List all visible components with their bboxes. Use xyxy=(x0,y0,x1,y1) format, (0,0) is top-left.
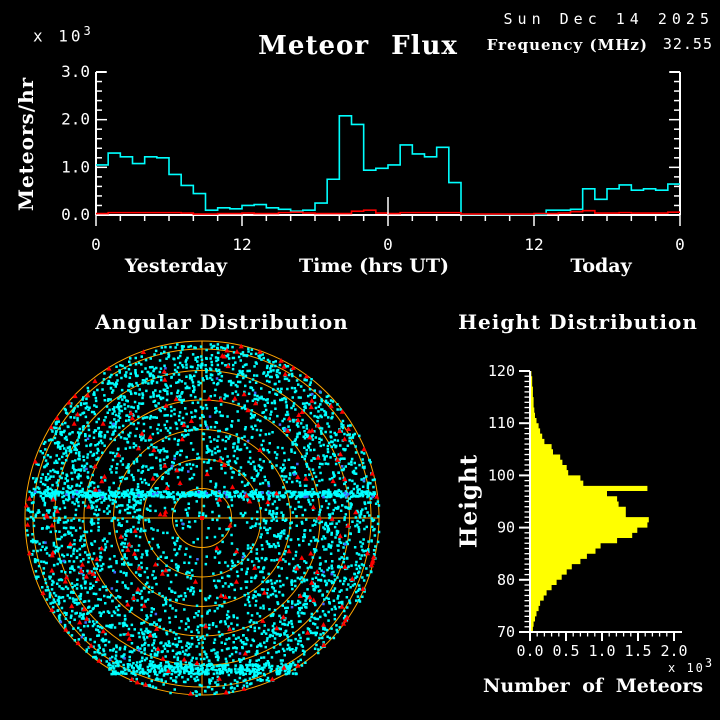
flux-y-tick-label: 0.0 xyxy=(61,205,90,224)
flux-series-primary xyxy=(96,115,680,216)
height-y-tick-label: 110 xyxy=(488,414,515,432)
height-x-tick-label: 0.5 xyxy=(552,642,579,660)
height-x-tick-label: 1.0 xyxy=(588,642,615,660)
height-histogram-bars xyxy=(530,371,649,632)
height-y-axis-label: Height xyxy=(455,453,483,549)
x-axis-title: Time (hrs UT) xyxy=(299,255,449,277)
height-y-tick-label: 120 xyxy=(488,362,515,380)
x-section-today: Today xyxy=(570,255,632,277)
flux-series-secondary xyxy=(96,209,680,215)
flux-x-tick-label: 0 xyxy=(675,235,685,254)
page-title: Meteor Flux xyxy=(258,31,458,61)
height-y-tick-label: 100 xyxy=(488,466,515,484)
height-y-tick-label: 90 xyxy=(497,519,515,537)
scatter-points-red xyxy=(23,343,380,696)
height-x-tick-label: 1.5 xyxy=(624,642,651,660)
height-y-tick-label: 70 xyxy=(497,623,515,641)
flux-y-axis-label: Meteors/hr xyxy=(14,76,38,212)
angular-plot xyxy=(23,340,381,697)
height-plot: 70 80 90 100 110 120 0.0 0.5 1.0 1.5 2.0 xyxy=(488,362,688,660)
height-x-scale-base: x 10 xyxy=(668,661,705,675)
height-x-axis-label: Number of Meteors xyxy=(482,675,704,697)
frequency-label: Frequency (MHz) xyxy=(486,36,648,54)
flux-y-tick-label: 2.0 xyxy=(61,110,90,129)
flux-x-tick-label: 0 xyxy=(91,235,101,254)
angular-distribution-title: Angular Distribution xyxy=(95,310,349,334)
flux-y-tick-label: 1.0 xyxy=(61,157,90,176)
frequency-value: 32.55 xyxy=(662,35,713,53)
height-x-tick-label: 0.0 xyxy=(516,642,543,660)
flux-y-tick-label: 3.0 xyxy=(61,62,90,81)
height-x-tick-label: 2.0 xyxy=(660,642,687,660)
scatter-points-main xyxy=(25,343,381,697)
height-x-scale-note: x 103 xyxy=(668,656,714,675)
flux-y-scale-base: x 10 xyxy=(33,26,84,46)
flux-plot: 0.0 1.0 2.0 3.0 0 12 0 12 0 xyxy=(61,62,685,254)
flux-x-tick-label: 0 xyxy=(383,235,393,254)
x-section-yesterday: Yesterday xyxy=(124,255,228,277)
flux-x-tick-label: 12 xyxy=(524,235,543,254)
flux-y-scale-exponent: 3 xyxy=(83,24,94,38)
height-y-tick-label: 80 xyxy=(497,571,515,589)
height-distribution-title: Height Distribution xyxy=(458,310,698,334)
height-x-scale-exponent: 3 xyxy=(704,656,715,670)
date: Sun Dec 14 2025 xyxy=(503,10,714,28)
flux-x-tick-label: 12 xyxy=(232,235,251,254)
flux-y-scale-note: x 103 xyxy=(33,24,94,45)
